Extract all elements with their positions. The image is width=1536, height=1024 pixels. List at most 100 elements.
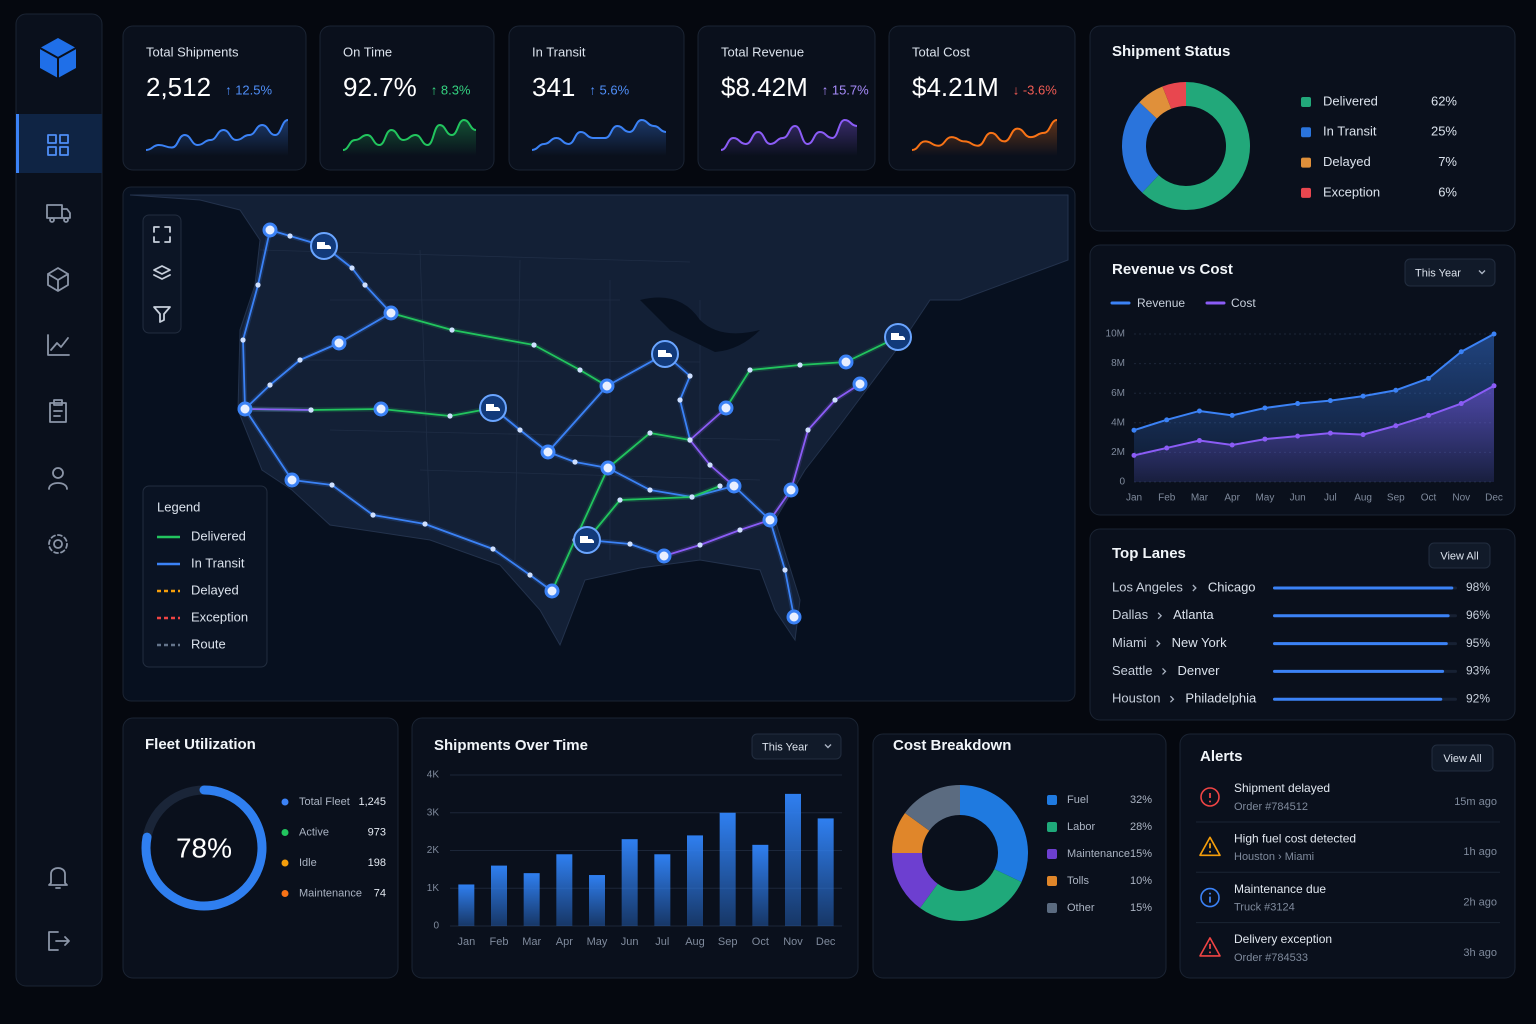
button[interactable] (751, 733, 842, 760)
value-label: 28% (1130, 821, 1152, 833)
map-truck-icon (317, 242, 331, 249)
logo-edges (39, 47, 77, 78)
lane-chevron (1156, 640, 1161, 648)
nav-settings[interactable] (48, 534, 68, 554)
point (1131, 427, 1137, 433)
panel-title: Fleet Utilization (145, 736, 256, 753)
legend-label: Exception (191, 609, 248, 624)
nav-notifications[interactable] (48, 867, 68, 889)
area-fill (1134, 385, 1494, 482)
map-stop (308, 407, 314, 413)
lane-to: Chicago (1208, 579, 1256, 594)
alert-glyph (1209, 951, 1211, 954)
kpi-change: ↑ 12.5% (225, 82, 272, 97)
map-stop (370, 512, 376, 518)
legend-label: Delivered (1323, 93, 1378, 108)
alert-detail: Order #784533 (1234, 952, 1308, 964)
map-stop (687, 373, 693, 379)
sparkline (720, 118, 858, 151)
x-tick-label: Aug (1354, 493, 1372, 504)
button[interactable] (1428, 542, 1491, 569)
x-tick-label: Feb (490, 936, 509, 948)
panel-title: Cost Breakdown (893, 737, 1011, 754)
map-city (656, 548, 672, 564)
icon-part (63, 217, 69, 223)
gauge-value: 78% (176, 832, 232, 863)
map-city (383, 305, 399, 321)
icon-part (48, 931, 70, 951)
map-fullscreen[interactable] (153, 226, 171, 243)
map-truck-icon (658, 350, 672, 357)
map-city (373, 401, 389, 417)
bar (687, 835, 703, 926)
point (1229, 412, 1235, 418)
icon-part (47, 146, 57, 156)
point (1295, 401, 1301, 407)
button[interactable] (1404, 258, 1496, 287)
x-tick-label: Jan (1126, 493, 1142, 504)
point (1458, 401, 1464, 407)
great-lakes (640, 297, 760, 352)
map-city (237, 401, 253, 417)
kpi-change: ↓ -3.6% (1013, 82, 1058, 97)
lane-bar (1273, 614, 1450, 618)
kpi-value: 92.7% (343, 72, 417, 102)
map-legend (142, 485, 268, 668)
nav-analytics[interactable] (47, 334, 70, 356)
nav-inventory[interactable] (47, 267, 69, 292)
x-tick-label: Sep (718, 936, 738, 948)
y-tick-label: 3K (427, 807, 440, 818)
button[interactable] (1431, 744, 1494, 772)
alert-icon (1199, 836, 1221, 857)
value-label: 93% (1466, 664, 1490, 678)
map-border (299, 359, 701, 363)
kpi-label: Total Shipments (146, 44, 239, 59)
nav-users[interactable] (48, 467, 68, 490)
donut-segment (1162, 82, 1187, 109)
panel-title: Shipment Status (1112, 43, 1230, 60)
kpi-value: 2,512 (146, 72, 211, 102)
map-stop (689, 494, 695, 500)
icon-part (48, 867, 68, 889)
legend-dot (1301, 157, 1311, 168)
map-stop (572, 459, 578, 465)
nav-orders[interactable] (49, 399, 67, 423)
legend-dot (281, 798, 289, 806)
y-tick-label: 1K (427, 883, 440, 894)
kpi-value: $4.21M (912, 72, 999, 102)
kpi-value: 341 (532, 72, 575, 102)
x-tick-label: Dec (1485, 493, 1503, 504)
button-label: View All (1440, 550, 1478, 562)
map-city (600, 460, 616, 476)
card (697, 25, 876, 171)
alert-glyph (1209, 800, 1211, 803)
point (1196, 408, 1202, 414)
map-route (244, 408, 312, 411)
map-filter[interactable] (153, 306, 171, 323)
gauge-arc (141, 785, 267, 911)
sparkline (911, 119, 1058, 151)
map-stop (697, 542, 703, 548)
nav-logout[interactable] (48, 931, 70, 951)
map-layers[interactable] (153, 265, 171, 280)
y-tick-label: 2M (1111, 447, 1125, 458)
x-tick-label: Apr (556, 936, 573, 948)
map-stop (422, 521, 428, 527)
value-label: 92% (1466, 691, 1490, 705)
map-stop (832, 397, 838, 403)
map-city (540, 444, 556, 460)
nav-dashboard[interactable] (47, 134, 69, 156)
point (1131, 452, 1137, 458)
map-city (262, 222, 278, 238)
map-border (419, 469, 761, 481)
map-city (284, 472, 300, 488)
alert-title: Delivery exception (1234, 932, 1332, 946)
map-stop (707, 462, 713, 468)
x-tick-label: Dec (816, 936, 836, 948)
point (1393, 387, 1399, 393)
x-tick-label: Apr (1224, 493, 1240, 504)
map-city (762, 512, 778, 528)
map-stop (647, 430, 653, 436)
legend-dot (1047, 876, 1057, 886)
nav-shipments[interactable] (46, 204, 71, 223)
